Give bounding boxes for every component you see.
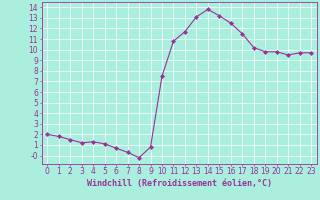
X-axis label: Windchill (Refroidissement éolien,°C): Windchill (Refroidissement éolien,°C) bbox=[87, 179, 272, 188]
